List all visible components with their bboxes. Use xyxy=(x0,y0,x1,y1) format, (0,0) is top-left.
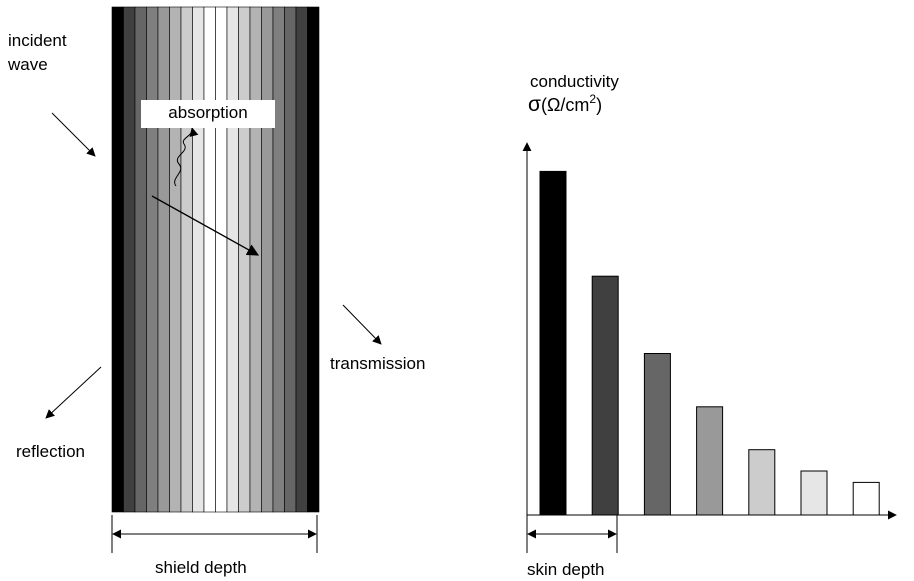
conductivity-chart xyxy=(522,142,897,553)
reflection-label: reflection xyxy=(16,442,85,461)
reflection-arrow xyxy=(45,366,102,419)
incident-wave-label-line1: incident xyxy=(8,31,67,50)
absorption-label-box: absorption xyxy=(141,100,275,128)
shield-layer xyxy=(284,6,297,513)
shield-layer xyxy=(180,6,193,513)
sigma-unit-exponent: 2 xyxy=(589,92,597,106)
conductivity-label: conductivity xyxy=(530,72,619,91)
conductivity-bar xyxy=(591,275,619,516)
shield-layer xyxy=(157,6,170,513)
conductivity-unit-label: σ(Ω/cm2) xyxy=(528,92,602,117)
conductivity-bar xyxy=(643,353,671,516)
shield-layer xyxy=(226,6,239,513)
shield-layers xyxy=(111,6,320,513)
shield-layer xyxy=(295,6,308,513)
shield-layer xyxy=(111,6,124,513)
conductivity-bar xyxy=(800,470,828,516)
absorption-wavy-arrow xyxy=(174,127,199,187)
shield-layer xyxy=(249,6,262,513)
shield-depth-label: shield depth xyxy=(155,558,247,577)
shield-layer xyxy=(261,6,274,513)
shield-layer xyxy=(169,6,182,513)
shield-layer xyxy=(272,6,285,513)
shield-layer xyxy=(192,6,205,513)
conductivity-bar xyxy=(852,481,880,516)
propagation-arrow xyxy=(151,195,260,256)
sigma-symbol: σ xyxy=(528,93,541,116)
sigma-unit-close: ) xyxy=(596,95,603,115)
conductivity-bar xyxy=(748,449,776,516)
shield-layer xyxy=(307,6,320,513)
incident-wave-label-line2: wave xyxy=(8,55,48,74)
absorption-label: absorption xyxy=(168,103,248,122)
shield-layer xyxy=(203,6,216,513)
transmission-arrow xyxy=(342,304,382,345)
sigma-unit-open: (Ω/cm xyxy=(540,95,590,115)
transmission-label: transmission xyxy=(330,354,426,373)
shield-layer xyxy=(215,6,228,513)
conductivity-bar xyxy=(696,406,724,516)
shield-layer xyxy=(146,6,159,513)
incident-arrow xyxy=(51,112,96,157)
conductivity-bar xyxy=(539,170,567,516)
shield-layer xyxy=(238,6,251,513)
shield-layer xyxy=(123,6,136,513)
skin-depth-label: skin depth xyxy=(527,560,605,579)
chart-bars xyxy=(539,170,880,516)
shield-layer xyxy=(134,6,147,513)
